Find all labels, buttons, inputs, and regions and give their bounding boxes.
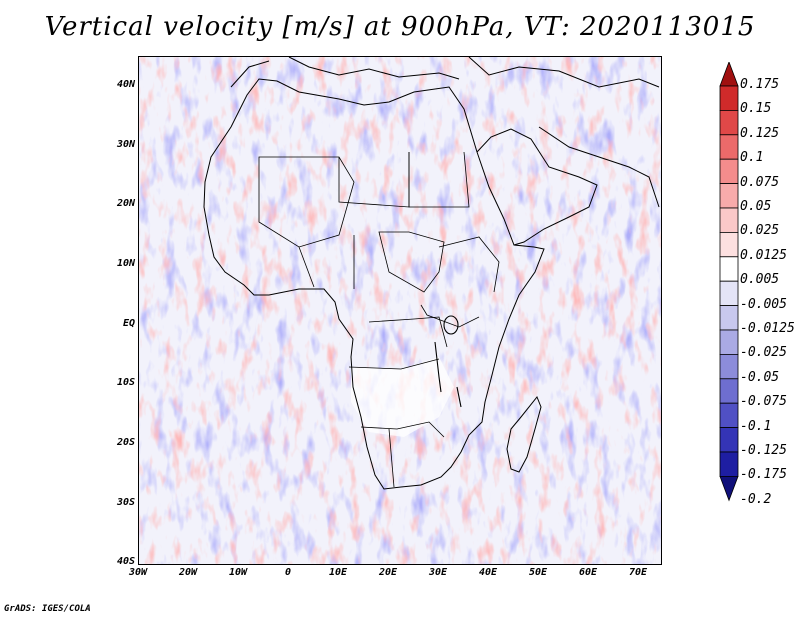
lat-label: 10N (116, 258, 135, 269)
lat-label: EQ (122, 318, 135, 329)
colorbar-segment (719, 231, 739, 258)
colorbar-tick-label: 0.005 (740, 272, 780, 288)
coastline-arabia (476, 128, 598, 246)
colorbar-tick-label: 0.0125 (740, 247, 787, 263)
colorbar-tick-label: -0.125 (740, 443, 787, 458)
colorbar-tick-label: -0.005 (740, 296, 787, 312)
colorbar-segment (719, 85, 739, 111)
colorbar-segment (719, 378, 739, 404)
colorbar-tick-label: 0.075 (740, 174, 780, 190)
colorbar-tick-label: 0.025 (740, 223, 780, 239)
lon-label: 50E (528, 567, 548, 578)
colorbar-tick-label: 0.175 (740, 77, 780, 92)
colorbar-tick-label: 0.15 (740, 101, 772, 117)
lon-label: 20W (178, 567, 198, 578)
lon-label: 30W (128, 567, 148, 578)
calm-region (351, 357, 454, 437)
lon-label: 40E (478, 567, 498, 578)
colorbar-tick-label: -0.05 (740, 369, 780, 385)
map-plot-area (138, 56, 662, 565)
lat-label: 40S (116, 556, 135, 567)
lat-label: 40N (116, 79, 135, 90)
lon-label: 70E (628, 567, 648, 578)
country-borders (258, 151, 500, 488)
colorbar-segment (719, 329, 739, 355)
colorbar-segment (719, 134, 739, 160)
colorbar-segment (719, 183, 739, 209)
colorbar-segment (719, 207, 739, 233)
colorbar-segment (719, 305, 739, 331)
coastline-europe (230, 57, 660, 88)
vertical-velocity-map (139, 57, 661, 564)
lon-label: 0 (284, 567, 292, 578)
colorbar-tick-label: -0.075 (740, 394, 787, 410)
colorbar-tick-label: -0.0125 (740, 321, 795, 336)
colorbar-segment (719, 110, 739, 136)
colorbar-tick-label: -0.025 (740, 345, 787, 361)
colorbar-tick-label: 0.125 (740, 125, 780, 141)
credit-text: GrADS: IGES/COLA (4, 604, 91, 614)
lat-label: 30N (116, 139, 135, 150)
colorbar-segment (719, 402, 739, 429)
colorbar-segment (719, 158, 739, 184)
colorbar-segment (719, 427, 739, 453)
map-title: Vertical velocity [m/s] at 900hPa, VT: 2… (44, 12, 756, 42)
colorbar-tick-label: -0.1 (740, 418, 772, 434)
lat-label: 30S (116, 497, 135, 508)
lat-label: 10S (116, 377, 135, 388)
colorbar-segment (719, 353, 739, 380)
coastline-africa (203, 78, 545, 490)
colorbar-top-arrow (719, 62, 739, 87)
colorbar-tick-label: -0.175 (740, 467, 787, 483)
colorbar (719, 62, 739, 502)
lon-label: 60E (578, 567, 598, 578)
colorbar-segment (719, 451, 739, 477)
lon-label: 20E (378, 567, 398, 578)
colorbar-tick-label: 0.05 (740, 199, 772, 214)
lat-label: 20S (116, 437, 135, 448)
velocity-field (139, 57, 661, 564)
lon-label: 30E (428, 567, 448, 578)
lon-label: 10E (328, 567, 348, 578)
colorbar-tick-label: -0.2 (740, 491, 772, 507)
coastline-iran (538, 126, 660, 208)
lat-label: 20N (116, 198, 135, 209)
lakes (434, 315, 462, 408)
colorbar-tick-label: 0.1 (740, 150, 764, 166)
colorbar-segment (719, 256, 739, 282)
colorbar-bottom-arrow (719, 476, 739, 502)
coastline-madagascar (506, 396, 542, 473)
lon-label: 10W (228, 567, 248, 578)
colorbar-segment (719, 280, 739, 306)
